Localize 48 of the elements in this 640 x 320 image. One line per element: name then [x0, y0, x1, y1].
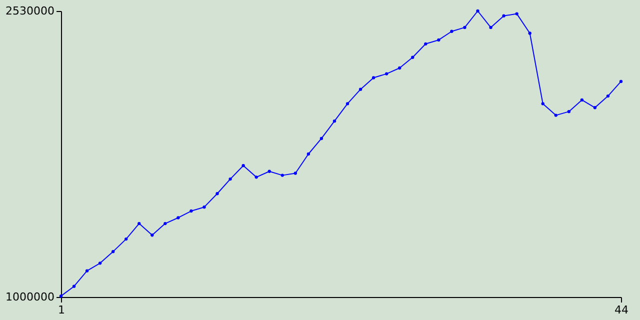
point — [580, 98, 584, 102]
point — [398, 66, 402, 70]
point — [242, 164, 245, 168]
point — [372, 76, 376, 80]
point — [411, 56, 414, 59]
x-tick-label: 44 — [614, 304, 628, 316]
point — [606, 94, 610, 98]
point — [216, 192, 219, 196]
point — [254, 176, 258, 179]
point — [150, 234, 154, 237]
point — [619, 80, 623, 84]
point — [124, 237, 128, 241]
point — [112, 250, 115, 254]
point — [268, 170, 271, 173]
point — [202, 206, 206, 209]
point — [437, 38, 440, 42]
point — [59, 294, 63, 298]
point — [280, 174, 284, 177]
point — [567, 110, 570, 114]
point — [358, 88, 362, 91]
y-tick-label: 2530000 — [6, 4, 54, 18]
point — [72, 284, 76, 288]
point — [346, 102, 350, 106]
point — [98, 262, 102, 265]
point — [176, 216, 180, 220]
point — [541, 102, 544, 106]
point — [515, 12, 518, 16]
point — [164, 222, 167, 226]
point — [528, 32, 532, 35]
point — [489, 26, 492, 30]
point — [332, 120, 336, 123]
point — [306, 152, 310, 156]
point — [450, 30, 454, 33]
point — [476, 9, 480, 13]
x-tick-label: 1 — [58, 304, 65, 316]
point — [190, 209, 193, 213]
point — [385, 72, 388, 76]
point — [138, 222, 141, 226]
point — [463, 26, 466, 30]
y-tick-label: 1000000 — [6, 290, 54, 304]
point — [502, 14, 506, 18]
point — [294, 172, 297, 175]
point — [320, 136, 324, 140]
point — [228, 177, 232, 181]
point — [85, 269, 89, 272]
point — [554, 114, 558, 117]
point — [593, 106, 597, 110]
point — [424, 42, 428, 46]
